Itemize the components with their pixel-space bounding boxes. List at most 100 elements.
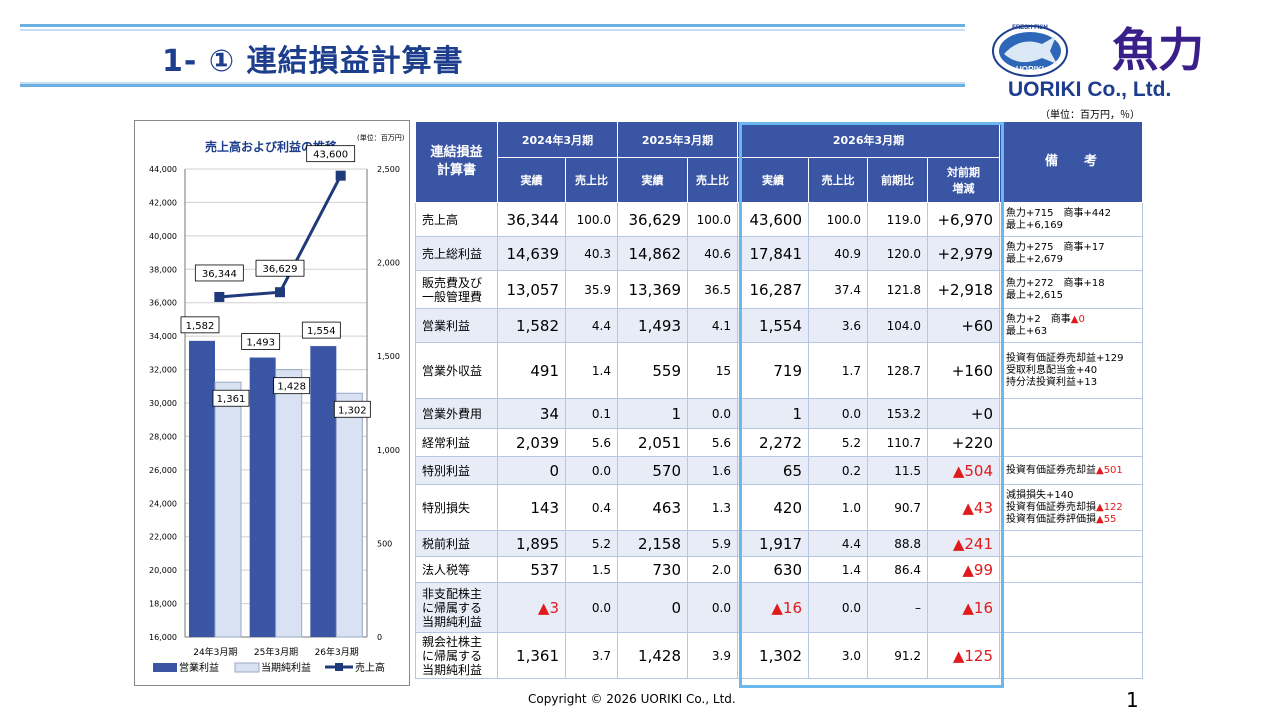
logo-wordmark: 魚力 — [1112, 23, 1204, 77]
cell-v25: 2,158 — [617, 530, 688, 557]
legend-net: 当期純利益 — [261, 661, 311, 674]
cell-r25: 0.0 — [687, 398, 738, 429]
x-tick-label: 25年3月期 — [254, 646, 298, 658]
row-label: 経常利益 — [415, 428, 498, 457]
legend-sales: 売上高 — [355, 661, 385, 674]
bar-label-operating: 1,582 — [186, 321, 215, 332]
bar-営業利益 — [189, 340, 215, 637]
cell-r24: 35.9 — [565, 270, 618, 309]
sub-header-actual: 実績 — [497, 157, 566, 203]
chart-unit-note: (単位：百万円) — [357, 133, 405, 142]
cell-r26: 1.0 — [808, 484, 868, 531]
remark-line: 最上+6,169 — [1006, 219, 1064, 231]
cell-r24: 0.1 — [565, 398, 618, 429]
y-left-tick: 38,000 — [149, 265, 177, 274]
y-left-tick: 40,000 — [149, 232, 177, 241]
cell-yoy: 11.5 — [867, 456, 928, 485]
table-row: 営業外収益 491 1.4 559 15 719 1.7 128.7 +160 投資有価証券売却益… — [415, 342, 1143, 399]
cell-diff: ▲16 — [927, 582, 1000, 633]
cell-v26: 1,554 — [737, 308, 809, 343]
row-label: 法人税等 — [415, 556, 498, 583]
row-label: 特別利益 — [415, 456, 498, 485]
sales-label: 43,600 — [313, 150, 348, 161]
cell-r25: 3.9 — [687, 632, 738, 679]
cell-v24: 1,582 — [497, 308, 566, 343]
cell-v24: 36,344 — [497, 202, 566, 237]
bar-label-net-box — [333, 400, 371, 418]
remark-text: 投資有価証券評価損 — [1006, 513, 1096, 525]
cell-r25: 5.9 — [687, 530, 738, 557]
cell-yoy: – — [867, 582, 928, 633]
row-label: 非支配株主 に帰属する 当期純利益 — [415, 582, 498, 633]
cell-v26: 1,917 — [737, 530, 809, 557]
cell-v24: 34 — [497, 398, 566, 429]
remark-line: 投資有価証券評価損▲55 — [1006, 514, 1136, 526]
cell-r26: 0.2 — [808, 456, 868, 485]
cell-diff: +60 — [927, 308, 1000, 343]
remark-line: 減損損失+140 — [1006, 489, 1074, 501]
remark-line: 受取利息配当金+40 — [1006, 364, 1098, 376]
cell-r26: 1.7 — [808, 342, 868, 399]
cell-v26: 17,841 — [737, 236, 809, 271]
cell-diff: +0 — [927, 398, 1000, 429]
table-row: 法人税等 537 1.5 730 2.0 630 1.4 86.4 ▲99 — [415, 556, 1143, 583]
y-right-tick: 0 — [377, 633, 382, 642]
cell-v26: 43,600 — [737, 202, 809, 237]
bar-label-operating: 1,554 — [307, 326, 336, 337]
y-right-tick: 500 — [377, 539, 392, 548]
sales-label: 36,344 — [202, 269, 237, 280]
cell-v25: 1,493 — [617, 308, 688, 343]
period-header-2025: 2025年3月期 — [617, 121, 738, 158]
period-header-2026: 2026年3月期 — [737, 121, 1000, 158]
y-left-tick: 20,000 — [149, 566, 177, 575]
y-right-tick: 2,000 — [377, 259, 400, 268]
cell-v24: 491 — [497, 342, 566, 399]
y-left-tick: 16,000 — [149, 633, 177, 642]
cell-v25: 570 — [617, 456, 688, 485]
page-number: 1 — [1126, 688, 1139, 712]
chart-title: 売上高および利益の推移 — [205, 139, 337, 154]
cell-r24: 40.3 — [565, 236, 618, 271]
cell-r25: 1.6 — [687, 456, 738, 485]
bar-営業利益 — [310, 346, 337, 637]
sales-point — [335, 170, 346, 181]
cell-diff: ▲504 — [927, 456, 1000, 485]
sub-header-yoy-ratio: 前期比 — [867, 157, 928, 203]
cell-yoy: 120.0 — [867, 236, 928, 271]
sales-point — [214, 291, 225, 302]
cell-r24: 5.6 — [565, 428, 618, 457]
remark-line: 魚力+2 商事▲0 — [1006, 314, 1136, 326]
cell-yoy: 121.8 — [867, 270, 928, 309]
sub-header-yoy-diff: 対前期 増減 — [927, 157, 1000, 203]
remark-line: 魚力+275 商事+17 — [1006, 241, 1105, 253]
sales-label: 36,629 — [263, 264, 298, 275]
cell-diff: +220 — [927, 428, 1000, 457]
remarks-header: 備 考 — [999, 121, 1143, 203]
cell-yoy: 119.0 — [867, 202, 928, 237]
cell-diff: +160 — [927, 342, 1000, 399]
cell-yoy: 88.8 — [867, 530, 928, 557]
remark-negative: ▲0 — [1070, 313, 1085, 325]
sales-point — [275, 287, 285, 298]
table-row: 営業外費用 34 0.1 1 0.0 1 0.0 153.2 +0 — [415, 398, 1143, 429]
bar-label-net: 1,302 — [338, 405, 367, 416]
cell-v26: 16,287 — [737, 270, 809, 309]
y-left-tick: 18,000 — [149, 600, 177, 609]
cell-r25: 2.0 — [687, 556, 738, 583]
cell-r26: 40.9 — [808, 236, 868, 271]
cell-yoy: 91.2 — [867, 632, 928, 679]
cell-r25: 0.0 — [687, 582, 738, 633]
remark-line: 最上+2,679 — [1006, 253, 1064, 265]
y-left-tick: 42,000 — [149, 198, 177, 207]
table-row: 営業利益 1,582 4.4 1,493 4.1 1,554 3.6 104.0 +60 魚力+2… — [415, 308, 1143, 343]
cell-v24: 1,361 — [497, 632, 566, 679]
y-left-tick: 44,000 — [149, 165, 177, 174]
remark-negative: ▲122 — [1096, 501, 1123, 513]
row-label: 売上総利益 — [415, 236, 498, 271]
cell-diff: +2,979 — [927, 236, 1000, 271]
sub-header-actual: 実績 — [617, 157, 688, 203]
cell-diff: ▲43 — [927, 484, 1000, 531]
cell-v25: 0 — [617, 582, 688, 633]
bar-label-operating-box — [241, 333, 281, 350]
cell-v25: 559 — [617, 342, 688, 399]
